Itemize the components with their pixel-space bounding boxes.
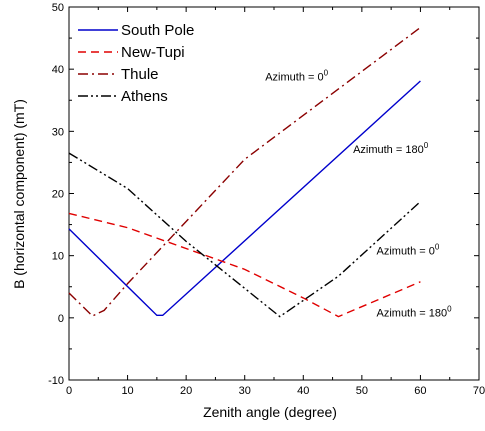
x-tick-label: 20 — [180, 385, 192, 397]
y-tick-label: 20 — [52, 189, 64, 201]
y-tick-label: 30 — [52, 126, 64, 138]
y-tick-label: 40 — [52, 64, 64, 76]
series-line-south-pole — [68, 80, 421, 317]
legend-label-new-tupi: New-Tupi — [121, 44, 185, 61]
legend-label-south-pole: South Pole — [121, 22, 194, 39]
x-tick-label: 40 — [297, 385, 309, 397]
legend: South Pole New-Tupi Thule Athens — [78, 22, 194, 105]
azimuth-annotation: Azimuth = 1800 — [353, 141, 429, 156]
x-tick-label: 50 — [356, 385, 368, 397]
y-tick-label: 0 — [58, 313, 64, 325]
series-line-thule — [68, 26, 421, 317]
plot-frame — [68, 6, 480, 381]
x-tick-label: 10 — [121, 385, 133, 397]
y-tick-label: 10 — [52, 251, 64, 263]
y-tick-label: 50 — [52, 2, 64, 14]
series-line-new-tupi — [68, 212, 421, 318]
azimuth-annotation: Azimuth = 1800 — [377, 305, 453, 320]
legend-label-athens: Athens — [121, 88, 168, 105]
series-line-athens — [68, 152, 421, 318]
annotation-layer: Azimuth = 00 Azimuth = 1800 Azimuth = 00 Az… — [265, 68, 452, 319]
x-tick-label: 0 — [66, 385, 72, 397]
x-axis-label: Zenith angle (degree) — [203, 404, 337, 420]
azimuth-annotation: Azimuth = 00 — [265, 68, 328, 83]
plot-border — [68, 6, 480, 381]
x-tick-label: 60 — [414, 385, 426, 397]
azimuth-annotation: Azimuth = 00 — [377, 242, 440, 257]
x-tick-label: 30 — [239, 385, 251, 397]
series-layer — [68, 26, 421, 318]
legend-label-thule: Thule — [121, 66, 159, 83]
y-tick-label: -10 — [48, 375, 64, 387]
y-axis-label: B (horizontal component) (mT) — [11, 99, 27, 289]
x-tick-label: 70 — [473, 385, 485, 397]
